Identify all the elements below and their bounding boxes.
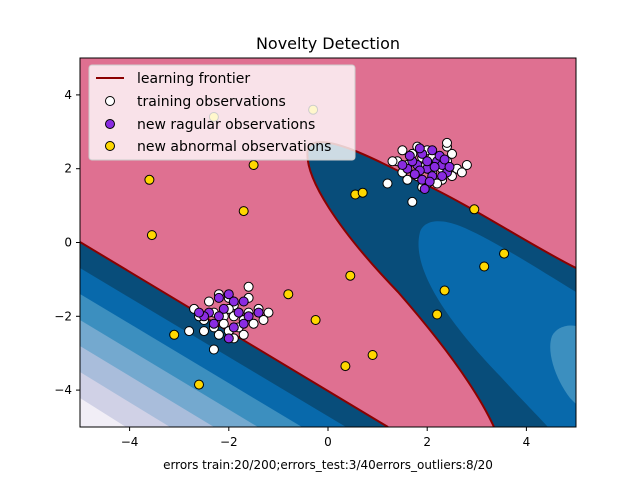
legend-label-abnormal: new abnormal observations <box>137 139 331 155</box>
training-observations-point <box>402 174 413 185</box>
new-ragular-observations-point <box>424 176 435 187</box>
x-tick-label: 2 <box>423 435 431 449</box>
new-ragular-observations-point <box>208 318 219 329</box>
x-tick-label: −4 <box>121 435 139 449</box>
new-ragular-observations-point <box>419 184 430 194</box>
new-abnormal-observations-point <box>146 230 157 241</box>
y-tick-label: 4 <box>64 88 72 102</box>
training-observations-point <box>442 137 452 148</box>
new-ragular-observations-point <box>253 307 264 318</box>
new-abnormal-observations-point <box>340 361 351 372</box>
training-observations-point <box>248 318 259 329</box>
x-tick-label: −2 <box>220 435 238 449</box>
new-abnormal-observations-point <box>469 204 480 215</box>
new-ragular-observations-point <box>228 322 239 333</box>
x-axis-label: errors train:20/200;errors_test:3/40erro… <box>163 458 493 472</box>
training-observations-point <box>258 315 269 325</box>
new-ragular-observations-point <box>238 318 249 329</box>
y-tick-label: −2 <box>54 309 72 323</box>
new-ragular-observations-point <box>233 307 244 318</box>
y-axis: −4 −2 0 2 4 <box>54 88 80 397</box>
training-observations-point <box>387 156 398 167</box>
new-abnormal-observations-point <box>310 315 321 325</box>
new-abnormal-observations-point <box>357 187 368 198</box>
new-ragular-observations-point <box>409 169 420 180</box>
series-layer <box>144 104 510 390</box>
new-ragular-observations-point <box>218 303 229 314</box>
training-observations-point <box>447 148 457 159</box>
x-tick-label: 0 <box>324 435 332 449</box>
training-observations-point <box>208 344 219 355</box>
training-observations-point <box>461 160 472 170</box>
new-ragular-observations-point <box>194 307 204 318</box>
new-ragular-observations-point <box>437 171 448 182</box>
legend-abnormal-marker <box>105 141 115 151</box>
x-tick-label: 4 <box>523 435 531 449</box>
new-abnormal-observations-point <box>479 261 490 272</box>
contour-band-right-1 <box>418 221 576 427</box>
new-ragular-observations-point <box>429 161 440 172</box>
training-observations-point <box>213 329 224 340</box>
legend-training-marker <box>105 96 115 106</box>
chart-title: Novelty Detection <box>256 34 400 53</box>
new-abnormal-observations-point <box>345 270 356 281</box>
new-abnormal-observations-point <box>248 160 259 170</box>
contour-band-right-2 <box>550 325 576 404</box>
y-tick-label: −4 <box>54 383 72 397</box>
training-observations-point <box>397 145 408 156</box>
new-abnormal-observations-point <box>194 379 204 390</box>
new-abnormal-observations-point <box>439 285 450 296</box>
new-abnormal-observations-point <box>283 289 294 300</box>
new-abnormal-observations-point <box>238 206 249 217</box>
new-abnormal-observations-point <box>367 350 378 360</box>
legend: learning frontier training observations … <box>88 64 356 161</box>
new-ragular-observations-point <box>213 292 224 303</box>
new-ragular-observations-point <box>444 161 455 172</box>
new-ragular-observations-point <box>223 289 234 300</box>
new-abnormal-observations-point <box>432 309 443 320</box>
new-ragular-observations-point <box>427 145 438 156</box>
training-observations-point <box>243 281 254 292</box>
new-ragular-observations-point <box>414 143 425 154</box>
new-ragular-observations-point <box>223 333 234 344</box>
x-axis: −4 −2 0 2 4 <box>121 427 530 449</box>
contour-band-level-6 <box>80 398 126 427</box>
new-ragular-observations-point <box>238 296 249 307</box>
legend-label-training: training observations <box>137 94 286 110</box>
legend-regular-marker <box>105 119 115 129</box>
training-observations-point <box>218 318 229 329</box>
new-ragular-observations-point <box>422 156 433 167</box>
legend-box <box>88 64 356 161</box>
new-ragular-observations-point <box>228 296 239 307</box>
new-ragular-observations-point <box>439 154 450 165</box>
new-abnormal-observations-point <box>499 248 510 259</box>
y-tick-label: 2 <box>64 162 72 176</box>
training-observations-point <box>238 329 249 340</box>
training-observations-point <box>204 296 214 307</box>
new-abnormal-observations-point <box>144 174 155 185</box>
new-abnormal-observations-point <box>169 329 180 340</box>
legend-label-frontier: learning frontier <box>137 71 250 87</box>
new-ragular-observations-point <box>243 311 254 322</box>
legend-label-regular: new ragular observations <box>137 117 315 133</box>
new-ragular-observations-point <box>213 311 224 322</box>
new-ragular-observations-point <box>404 150 415 161</box>
training-observations-point <box>263 307 274 318</box>
new-ragular-observations-point <box>397 160 408 170</box>
y-tick-label: 0 <box>64 236 72 250</box>
training-observations-point <box>184 326 195 337</box>
training-observations-point <box>456 167 467 178</box>
training-observations-point <box>407 196 418 207</box>
training-observations-point <box>199 326 209 337</box>
training-observations-point <box>382 178 393 189</box>
